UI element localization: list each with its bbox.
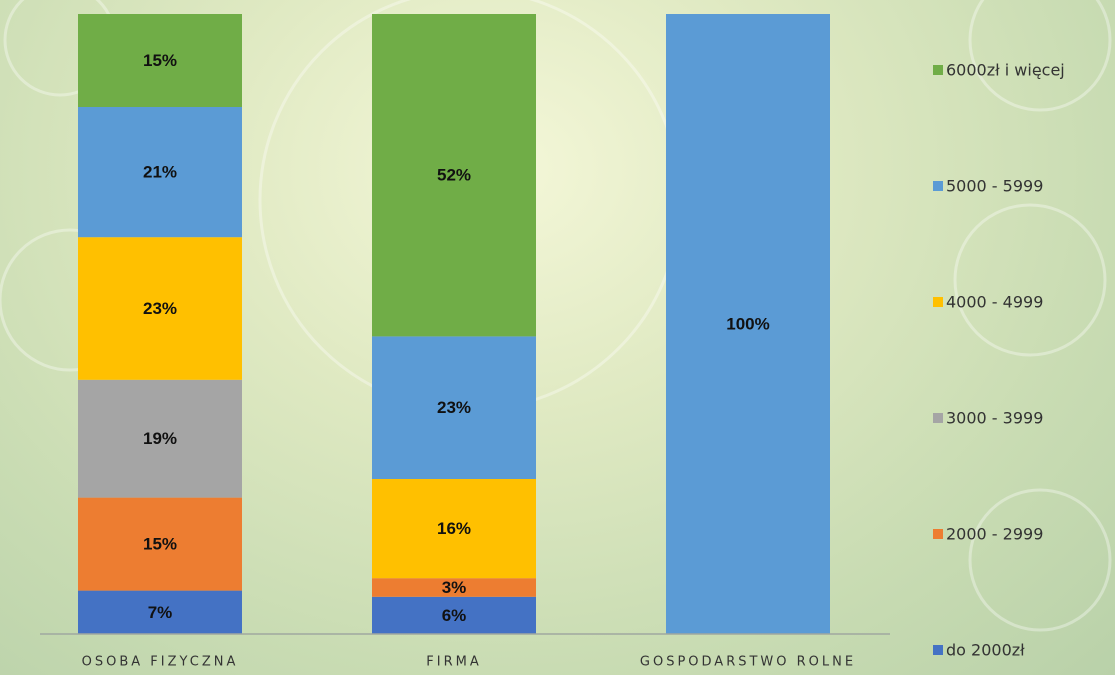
legend-label: do 2000zł xyxy=(946,641,1025,660)
bar-segment xyxy=(666,14,830,634)
bar-segment xyxy=(78,237,242,380)
data-label: 23% xyxy=(437,398,471,417)
legend-label: 2000 - 2999 xyxy=(946,525,1043,544)
data-label: 15% xyxy=(143,51,177,70)
data-label: 23% xyxy=(143,299,177,318)
legend-label: 4000 - 4999 xyxy=(946,293,1043,312)
legend-swatch xyxy=(933,297,943,307)
legend-label: 5000 - 5999 xyxy=(946,177,1043,196)
data-label: 6% xyxy=(442,606,467,625)
bar-segment xyxy=(78,379,242,498)
bar-segment xyxy=(372,578,536,597)
data-label: 52% xyxy=(437,166,471,185)
bar-segment xyxy=(372,336,536,479)
legend-label: 3000 - 3999 xyxy=(946,409,1043,428)
data-label: 15% xyxy=(143,535,177,554)
bar-segment xyxy=(372,596,536,634)
data-label: 3% xyxy=(442,578,467,597)
x-tick-label: GOSPODARSTWO ROLNE xyxy=(640,655,856,670)
bar-segment xyxy=(78,497,242,591)
x-tick-label: OSOBA FIZYCZNA xyxy=(82,655,239,670)
legend-swatch xyxy=(933,645,943,655)
legend-swatch xyxy=(933,529,943,539)
bar-segment xyxy=(78,590,242,634)
data-label: 7% xyxy=(148,603,173,622)
data-label: 100% xyxy=(726,314,769,333)
data-label: 19% xyxy=(143,429,177,448)
x-tick-label: FIRMA xyxy=(426,655,481,670)
bar-segment xyxy=(372,479,536,579)
data-label: 16% xyxy=(437,519,471,538)
bar-segment xyxy=(78,14,242,107)
legend-swatch xyxy=(933,413,943,423)
legend-label: 6000zł i więcej xyxy=(946,61,1065,80)
legend-swatch xyxy=(933,65,943,75)
bar-segment xyxy=(372,14,536,337)
data-label: 21% xyxy=(143,163,177,182)
legend-swatch xyxy=(933,181,943,191)
bar-segment xyxy=(78,107,242,238)
